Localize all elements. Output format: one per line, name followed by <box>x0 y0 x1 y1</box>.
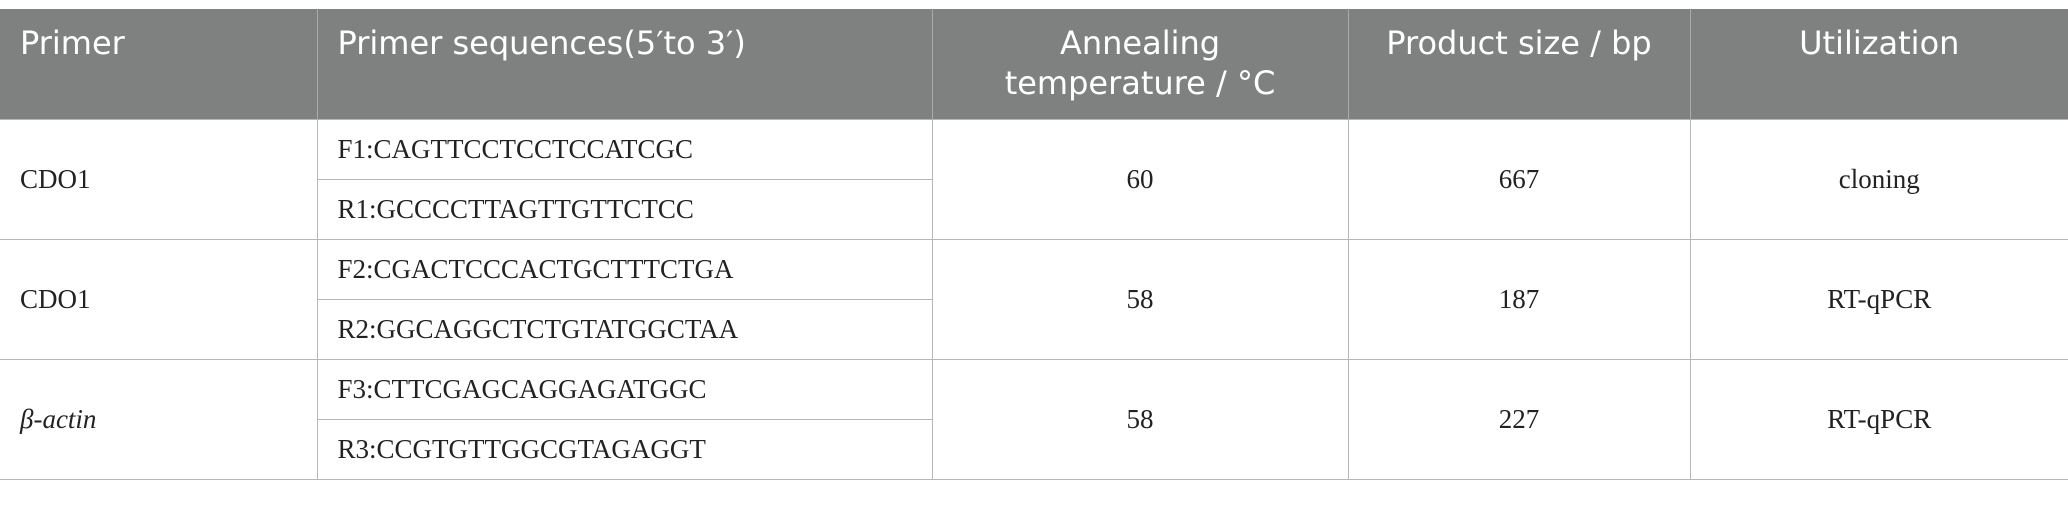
header-row: Primer Primer sequences(5′to 3′) Anneali… <box>0 9 2068 119</box>
table-cell: 227 <box>1347 358 1691 480</box>
table-row: β-actin F3:CTTCGAGCAGGAGATGGC 58 227 RT-qPCR <box>0 358 2068 480</box>
table-cell: F1:CAGTTCCTCCTCCATCGC <box>316 118 933 180</box>
header-cell: Primer sequences(5′to 3′) <box>316 9 932 119</box>
table-row: R1:GCCCCTTAGTTGTTCTCC <box>0 178 2068 240</box>
table-cell: 667 <box>1347 118 1691 240</box>
header-cell: Utilization <box>1689 9 2068 119</box>
table-cell: RT-qPCR <box>1689 358 2068 480</box>
table-row: R2:GGCAGGCTCTGTATGGCTAA <box>0 298 2068 360</box>
table-cell: F3:CTTCGAGCAGGAGATGGC <box>316 358 933 420</box>
table-cell: R1:GCCCCTTAGTTGTTCTCC <box>317 178 932 240</box>
table-cell: RT-qPCR <box>1689 238 2068 360</box>
table-cell: F2:CGACTCCCACTGCTTTCTGA <box>316 238 933 300</box>
primer-table: Primer Primer sequences(5′to 3′) Anneali… <box>0 9 2068 480</box>
table-row: R3:CCGTGTTGGCGTAGAGGT <box>0 418 2068 480</box>
table-row: CDO1 F2:CGACTCCCACTGCTTTCTGA 58 187 RT-qPCR <box>0 238 2068 360</box>
table-cell: 60 <box>931 118 1349 240</box>
table-cell: CDO1 <box>0 118 318 240</box>
table-cell: R2:GGCAGGCTCTGTATGGCTAA <box>317 298 932 360</box>
table-cell: β-actin <box>0 358 318 480</box>
header-cell: Annealing temperature / °C <box>931 9 1348 119</box>
table-cell: 58 <box>931 238 1349 360</box>
table-cell: 187 <box>1347 238 1691 360</box>
table-cell: 58 <box>931 358 1349 480</box>
table-row: CDO1 F1:CAGTTCCTCCTCCATCGC 60 667 cloning <box>0 118 2068 240</box>
table-cell: R3:CCGTGTTGGCGTAGAGGT <box>317 418 932 480</box>
header-cell: Product size / bp <box>1347 9 1690 119</box>
table-body: CDO1 F1:CAGTTCCTCCTCCATCGC 60 667 cloning R1:… <box>0 118 2068 480</box>
table-cell: CDO1 <box>0 238 318 360</box>
table-cell: cloning <box>1689 118 2068 240</box>
header-cell: Primer <box>0 9 317 119</box>
